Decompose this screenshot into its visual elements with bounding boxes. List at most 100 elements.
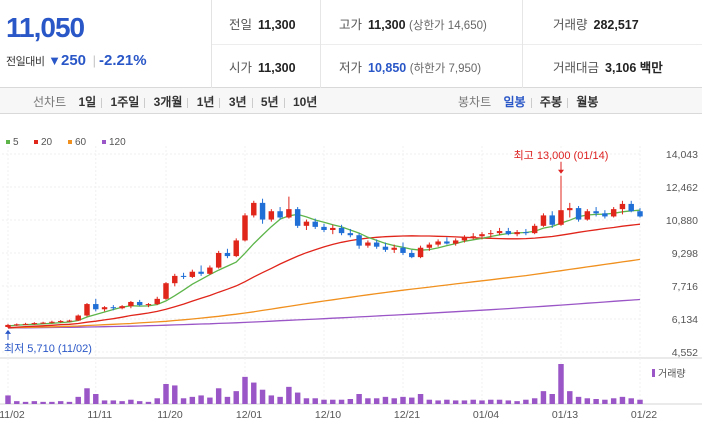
- tab-10y[interactable]: 10년: [292, 95, 318, 109]
- candle-down: [198, 271, 204, 274]
- volume-bar: [461, 400, 468, 404]
- volume-bar: [180, 398, 187, 404]
- volume-bar: [400, 396, 406, 404]
- divider: [187, 97, 189, 108]
- candle-up: [172, 275, 178, 284]
- volume-bar: [136, 401, 143, 404]
- candle-down: [356, 235, 362, 246]
- x-axis: 11/02 11/11 11/20 12/01 12/10 12/21 01/04 01/13…: [0, 409, 657, 421]
- y-tick-label: 7,716: [672, 281, 698, 293]
- candle-up: [584, 211, 591, 220]
- volume-bar: [347, 399, 354, 404]
- volume-bar: [242, 376, 248, 404]
- candle-up: [417, 247, 424, 258]
- candle-up: [31, 323, 38, 325]
- volume-bar: [391, 398, 397, 404]
- tab-monthly[interactable]: 월봉: [576, 95, 599, 109]
- divider: [219, 97, 221, 108]
- candle-up: [75, 315, 81, 321]
- candle-down: [628, 203, 634, 212]
- volume-bar: [321, 399, 327, 404]
- volume-bar: [523, 399, 529, 404]
- volume-legend: 거래량: [658, 368, 686, 380]
- volume-bar: [567, 391, 573, 404]
- volume-bar: [224, 396, 231, 404]
- volume-bar: [207, 397, 213, 404]
- tab-3m[interactable]: 3개월: [153, 95, 183, 109]
- candle-up: [145, 304, 152, 306]
- x-tick-label: 12/01: [236, 409, 262, 421]
- legend-label-60: 60: [75, 137, 87, 148]
- tab-1w[interactable]: 1주일: [110, 95, 140, 109]
- volume-bar: [294, 392, 301, 404]
- candle-down: [637, 211, 643, 217]
- volume-bar: [277, 396, 283, 404]
- candle-up: [251, 202, 257, 216]
- volume-bar: [479, 400, 485, 404]
- volume-bar: [338, 399, 345, 404]
- candle-up: [479, 234, 485, 237]
- candle-down: [294, 209, 301, 226]
- low-value: 10,850: [368, 61, 407, 75]
- volume-bar: [75, 396, 81, 404]
- candle-down: [575, 208, 582, 220]
- volume-bar: [496, 399, 503, 404]
- line-chart-tabs: 선차트 1일 1주일 3개월 1년 3년 5년 10년: [33, 93, 320, 110]
- high-value: 11,300: [368, 18, 406, 32]
- line-chart-title: 선차트: [33, 95, 67, 109]
- x-tick-label: 11/20: [157, 409, 183, 421]
- price-chart[interactable]: 5 20 60 120 14,043 12,462 10,880 9,298 7,716 6,1…: [0, 114, 702, 428]
- candle-down: [523, 232, 529, 234]
- ma120-line: [7, 298, 641, 329]
- volume-bar: [40, 401, 46, 404]
- tab-1d[interactable]: 1일: [78, 95, 97, 109]
- volume-bar: [488, 399, 494, 404]
- volume-bar: [356, 394, 362, 404]
- chart-grid: [0, 146, 702, 405]
- divider: [530, 97, 532, 108]
- amount-stat: 거래대금 3,106 백만: [553, 57, 663, 76]
- change-row: 전일대비 ▼250 | -2.21%: [6, 52, 147, 69]
- candle-up: [619, 203, 626, 210]
- candle-up: [514, 232, 520, 235]
- change-amount: 250: [60, 52, 87, 69]
- candle-chart-title: 봉차트: [458, 95, 492, 109]
- tab-weekly[interactable]: 주봉: [539, 95, 562, 109]
- volume-bar: [584, 398, 591, 404]
- candle-up: [207, 267, 213, 274]
- down-arrow-icon: ▼: [48, 53, 61, 68]
- volume-bar: [382, 396, 389, 404]
- open-stat: 시가 11,300: [229, 57, 296, 76]
- volume-bar: [549, 394, 555, 404]
- candle-up: [567, 208, 573, 211]
- volume-bar: [602, 399, 608, 404]
- low-stat: 저가 10,850 (하한가 7,950): [339, 57, 481, 76]
- x-tick-label: 11/02: [0, 409, 25, 421]
- volume-bar: [540, 391, 547, 404]
- volume-bar: [373, 398, 380, 404]
- volume-bar: [435, 400, 441, 404]
- y-tick-label: 6,134: [672, 314, 698, 326]
- volume-bar: [154, 398, 160, 404]
- candle-up: [303, 221, 310, 226]
- tab-1y[interactable]: 1년: [196, 95, 215, 109]
- candle-down: [382, 246, 389, 250]
- volume-bar: [610, 398, 617, 404]
- tab-3y[interactable]: 3년: [228, 95, 247, 109]
- high-label: 고가: [339, 18, 363, 32]
- x-tick-label: 12/10: [315, 409, 341, 421]
- tab-5y[interactable]: 5년: [260, 95, 279, 109]
- volume-bar: [417, 394, 424, 404]
- legend-label-120: 120: [109, 137, 126, 148]
- volume-bar: [505, 400, 512, 404]
- candle-up: [215, 252, 222, 268]
- volume-bar: [268, 395, 275, 404]
- volume-bar: [22, 401, 29, 404]
- candle-up: [558, 210, 564, 225]
- candle-down: [373, 242, 380, 247]
- volume-bar: [163, 384, 169, 404]
- candle-up: [119, 306, 125, 309]
- low-arrow-icon: [5, 329, 11, 334]
- candle-down: [400, 247, 406, 253]
- tab-daily[interactable]: 일봉: [503, 95, 526, 109]
